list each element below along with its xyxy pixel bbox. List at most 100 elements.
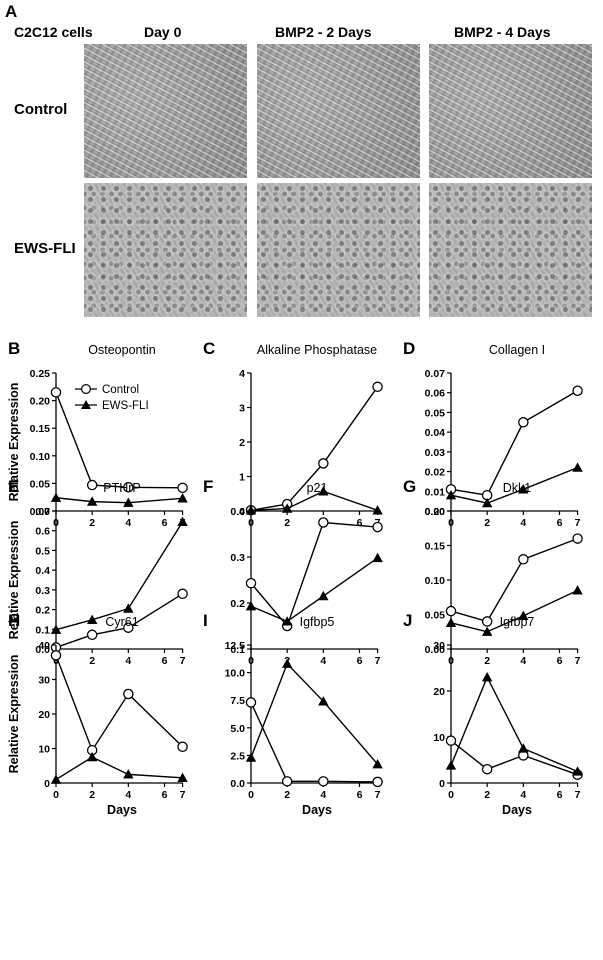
y-tick-label: 5.0 xyxy=(230,723,245,735)
data-point-ews-fli xyxy=(445,490,457,500)
x-tick-label: 2 xyxy=(89,655,95,667)
data-point-control xyxy=(572,533,583,544)
y-tick-label: 0.1 xyxy=(35,624,50,636)
x-tick-label: 4 xyxy=(320,655,326,667)
x-tick-label: 2 xyxy=(284,789,290,801)
x-tick-label: 2 xyxy=(89,789,95,801)
y-tick-label: 0.05 xyxy=(425,610,446,622)
x-tick-label: 4 xyxy=(320,789,326,801)
data-point-ews-fli xyxy=(372,759,383,769)
series-line-control xyxy=(55,655,184,752)
data-point-ews-fli xyxy=(445,617,457,627)
data-point-control xyxy=(445,605,457,617)
data-point-control xyxy=(123,482,134,493)
y-tick-label: 0.00 xyxy=(425,644,446,656)
data-point-control xyxy=(318,517,329,528)
panel-letter-f: F xyxy=(203,477,213,496)
x-tick-label: 4 xyxy=(125,655,131,667)
y-tick-label: 0.7 xyxy=(35,506,50,518)
x-tick-label: 6 xyxy=(162,655,168,667)
data-point-control xyxy=(445,735,457,746)
data-point-ews-fli xyxy=(245,505,257,515)
y-tick-label: 0.04 xyxy=(425,427,446,439)
x-tick-label: 0 xyxy=(248,789,254,801)
data-point-ews-fli xyxy=(481,672,493,682)
data-point-ews-fli xyxy=(123,497,134,507)
chart-title-j: Igfbp7 xyxy=(500,615,535,629)
data-point-ews-fli xyxy=(481,626,493,636)
x-tick-label: 4 xyxy=(520,789,526,801)
x-tick-label: 6 xyxy=(357,517,363,529)
data-point-control xyxy=(572,385,583,396)
data-point-ews-fli xyxy=(281,616,293,626)
x-tick-label: 2 xyxy=(484,517,490,529)
data-point-control xyxy=(372,521,383,533)
data-point-control xyxy=(86,479,98,491)
x-tick-label: 6 xyxy=(357,655,363,667)
series-line-ews-fli xyxy=(450,466,578,504)
y-tick-label: 0.4 xyxy=(230,506,245,518)
data-point-ews-fli xyxy=(318,696,329,706)
data-point-ews-fli xyxy=(518,743,529,753)
data-point-ews-fli xyxy=(123,603,134,613)
y-tick-label: 20 xyxy=(433,686,445,698)
data-point-ews-fli xyxy=(86,496,98,506)
x-tick-label: 6 xyxy=(162,517,168,529)
x-tick-label: 0 xyxy=(448,789,454,801)
data-point-ews-fli xyxy=(318,590,329,601)
data-point-control xyxy=(481,616,493,627)
chart-title-d: Collagen I xyxy=(489,343,545,357)
panel-letter-j: J xyxy=(403,611,412,630)
y-tick-label: 0.00 xyxy=(30,506,51,518)
chart-title-f: p21 xyxy=(307,481,328,495)
x-tick-label: 2 xyxy=(484,789,490,801)
chart-b: BOsteopontin0.000.050.100.150.200.250246… xyxy=(7,339,188,529)
series-line-ews-fli xyxy=(250,490,378,512)
y-tick-label: 0 xyxy=(44,778,50,790)
data-point-ews-fli xyxy=(281,503,293,513)
y-tick-label: 2.5 xyxy=(230,750,245,762)
x-tick-label: 7 xyxy=(575,655,581,667)
data-point-ews-fli xyxy=(518,484,529,494)
data-point-control xyxy=(86,629,98,641)
series-line-ews-fli xyxy=(250,662,379,765)
x-tick-label: 7 xyxy=(375,655,381,667)
x-tick-label: 7 xyxy=(180,655,186,667)
x-tick-label: 7 xyxy=(180,789,186,801)
x-tick-label: 7 xyxy=(575,517,581,529)
cell-line-label: C2C12 cells xyxy=(14,24,93,40)
data-point-control xyxy=(281,776,293,787)
series-line-ews-fli xyxy=(250,557,378,623)
x-tick-label: 4 xyxy=(520,517,526,529)
data-point-ews-fli xyxy=(50,774,62,784)
data-point-control xyxy=(123,688,134,700)
data-point-control xyxy=(481,763,493,775)
legend-label-ews-fli: EWS-FLI xyxy=(102,400,149,412)
y-tick-label: 0.20 xyxy=(425,506,446,518)
y-tick-label: 0.3 xyxy=(230,552,245,564)
data-point-ews-fli xyxy=(50,492,62,502)
data-point-control xyxy=(245,697,257,708)
chart-title-h: Cyr61 xyxy=(105,615,138,629)
y-tick-label: 0.0 xyxy=(230,778,245,790)
data-point-control xyxy=(177,482,188,494)
y-axis-label-e: Relative Expression xyxy=(7,521,21,640)
x-tick-label: 6 xyxy=(557,517,563,529)
y-tick-label: 3 xyxy=(239,403,245,415)
data-point-ews-fli xyxy=(281,658,293,668)
panel-letter-g: G xyxy=(403,477,416,496)
x-tick-label: 4 xyxy=(125,789,131,801)
x-tick-label: 4 xyxy=(125,517,131,529)
x-axis-label-j: Days xyxy=(502,803,532,817)
y-tick-label: 0.20 xyxy=(30,396,51,408)
x-axis-label-h: Days xyxy=(107,803,137,817)
series-line-control xyxy=(55,392,183,489)
series-line-control xyxy=(450,740,578,776)
x-tick-label: 6 xyxy=(162,789,168,801)
data-point-control xyxy=(177,741,188,753)
micrograph-ews-fli-day0 xyxy=(84,183,247,317)
